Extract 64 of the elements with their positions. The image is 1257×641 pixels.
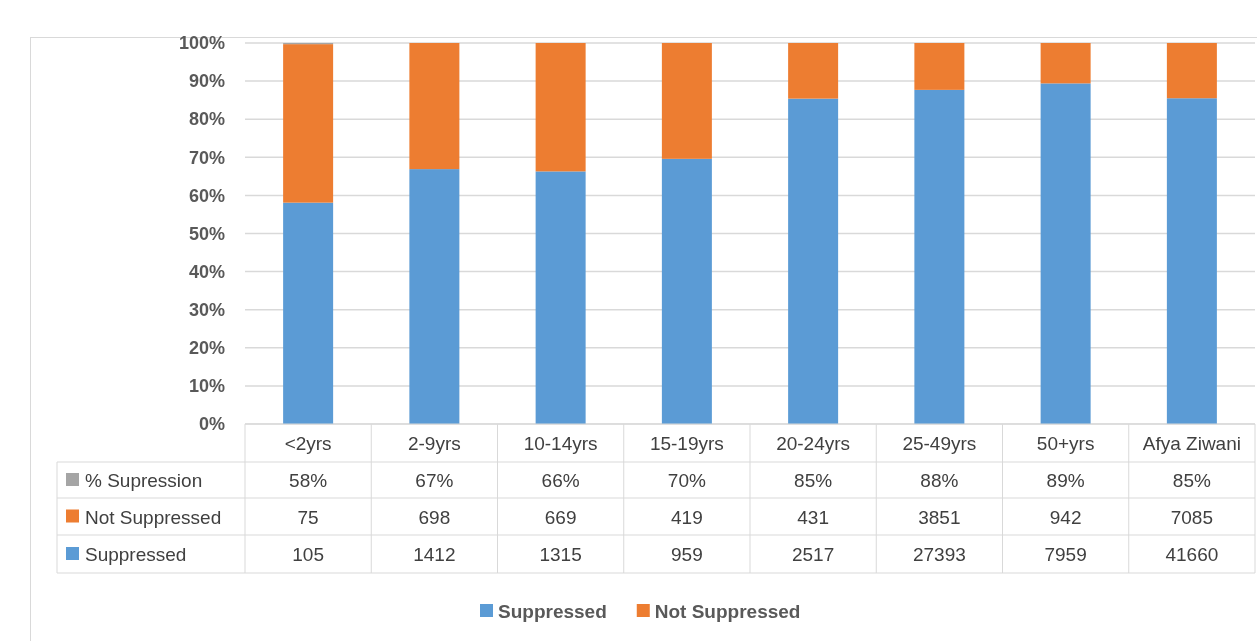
text: 7085 (1170, 506, 1214, 528)
bar (1040, 83, 1091, 424)
legend-label: Suppressed (85, 544, 187, 565)
text: 698 (418, 506, 451, 528)
bar (409, 43, 460, 170)
text: 70% (667, 470, 706, 491)
bar (914, 89, 965, 424)
y-tick-label: 50% (188, 223, 225, 244)
text: 41660 (1165, 544, 1219, 565)
text: 27393 (912, 544, 966, 565)
x-tick-label: Afya Ziwani (1142, 433, 1241, 454)
text: 67% (415, 470, 454, 491)
x-tick-label: 10-14yrs (523, 433, 598, 454)
y-tick-label: 30% (188, 299, 225, 320)
x-tick-label: 50+yrs (1036, 433, 1095, 454)
text: 75 (297, 506, 319, 528)
bar (661, 158, 712, 424)
text: 1315 (539, 544, 582, 565)
legend-label: % Supression (85, 470, 203, 491)
y-tick-label: 20% (188, 338, 225, 359)
text: 105 (292, 544, 324, 565)
bar (283, 202, 334, 424)
bar (1166, 43, 1217, 99)
bar (661, 43, 712, 159)
text: Suppressed (498, 601, 607, 622)
text: 3851 (918, 506, 961, 528)
text: 669 (544, 506, 577, 528)
text: 88% (920, 470, 959, 491)
text: 58% (289, 470, 328, 491)
bar (1166, 98, 1217, 424)
y-tick-label: 10% (188, 376, 225, 397)
text: 7959 (1044, 544, 1087, 565)
x-tick-label: 20-24yrs (776, 433, 851, 454)
bar (788, 43, 839, 99)
bar (283, 44, 334, 203)
text: 419 (671, 506, 703, 528)
y-tick-label: 80% (188, 109, 225, 130)
text: 85% (794, 470, 833, 491)
bar (535, 43, 586, 172)
text: 1412 (413, 544, 456, 565)
x-tick-label: 25-49yrs (902, 433, 977, 454)
x-tick-label: <2yrs (284, 433, 332, 454)
y-tick-label: 70% (188, 147, 225, 168)
text: 431 (797, 506, 829, 528)
bar (535, 171, 586, 424)
text: Not Suppressed (654, 601, 801, 622)
text: 959 (671, 544, 703, 565)
legend-label: Not Suppressed (85, 506, 222, 528)
text: 942 (1049, 506, 1082, 528)
text: 66% (541, 470, 580, 491)
y-tick-label: 60% (188, 185, 225, 206)
x-tick-label: 15-19yrs (649, 433, 724, 454)
y-tick-label: 0% (198, 414, 225, 435)
y-tick-label: 100% (178, 33, 225, 54)
y-tick-label: 90% (188, 71, 225, 92)
bar (409, 169, 460, 424)
bar (788, 98, 839, 424)
text: 89% (1046, 470, 1085, 491)
bar (1040, 43, 1091, 84)
y-tick-label: 40% (188, 261, 225, 282)
bar (914, 43, 965, 90)
text: 2517 (791, 544, 835, 565)
text: 85% (1172, 470, 1211, 491)
x-tick-label: 2-9yrs (407, 433, 461, 454)
